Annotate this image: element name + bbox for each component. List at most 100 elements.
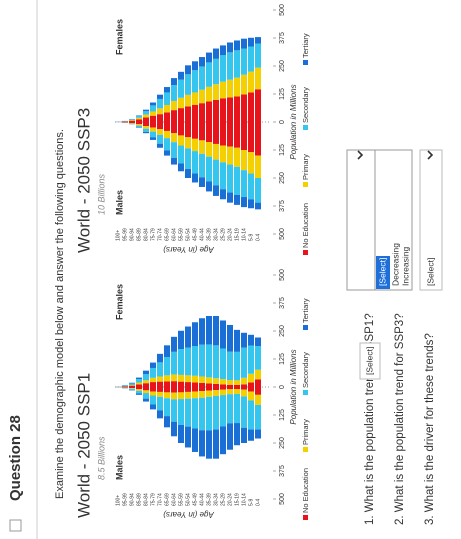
bar-segment [192,346,198,376]
bar-segment [143,114,149,118]
bar-segment [206,430,212,459]
bar-segment [185,169,191,178]
bar-segment [220,384,226,387]
bar-segment [248,92,254,122]
x-tick-label: 500 [279,493,286,505]
bar-segment [227,423,233,450]
bar-segment [164,87,170,93]
bar-segment [143,398,149,402]
bar-segment [220,121,226,146]
age-label: 15-19 [234,493,240,506]
question-title: Question 28 [7,415,24,501]
bar-segment [241,197,247,208]
bar-segment [248,173,254,200]
bar-segment [185,122,191,138]
bar-segment [206,315,212,345]
bar-segment [199,382,205,387]
bar-segment [213,99,219,122]
option[interactable]: [Select] [377,258,387,286]
bar-segment [178,424,184,443]
bar-segment [150,115,156,122]
age-label: 90-94 [129,493,135,506]
bar-segment [192,386,198,392]
bar-segment [192,382,198,387]
x-tick-label: 125 [279,88,286,100]
select-2[interactable] [346,149,376,291]
bar-segment [178,381,184,387]
bar-segment [255,122,261,156]
age-label: 60-64 [171,228,177,241]
bar-segment [185,94,191,107]
bar-segment [150,131,156,138]
bar-segment [206,383,212,387]
bar-segment [136,126,142,128]
chart-subtitle: 10 Billions [96,173,106,215]
bar-segment [136,117,142,120]
left-label: Males [114,190,124,215]
bar-segment [171,351,177,375]
bar-segment [255,155,261,178]
bar-segment [150,127,156,132]
bar-segment [206,52,212,63]
bar-segment [136,119,142,122]
bar-segment [136,377,142,380]
chart-subtitle: 8.5 Billions [96,436,106,480]
select-1[interactable] [359,342,381,380]
bar-segment [129,121,135,124]
bar-segment [129,388,135,389]
bar-segment [129,383,135,385]
age-label: 80-84 [143,228,149,241]
legend-swatch [303,447,308,452]
bar-segment [192,92,198,105]
bar-segment [206,390,212,397]
right-label: Females [114,284,124,320]
bar-segment [213,378,219,384]
bar-segment [227,146,233,165]
select-3[interactable] [419,149,443,291]
select-1-value: [Select] [364,347,374,375]
bar-segment [248,37,254,47]
age-label: 5-9 [248,499,254,506]
option[interactable]: Decreasing [390,243,400,286]
x-tick-label: 0 [279,120,286,124]
bar-segment [199,153,205,178]
bar-segment [143,387,149,391]
bar-segment [227,122,233,147]
bar-segment [143,374,149,381]
bar-segment [171,110,177,122]
bar-segment [199,66,205,90]
bar-segment [234,393,240,424]
bar-segment [171,157,177,165]
bar-segment [185,65,191,75]
bar-segment [241,396,247,428]
bar-segment [143,121,149,127]
bar-segment [178,374,184,382]
x-tick-label: 250 [279,60,286,72]
bar-segment [143,383,149,387]
bar-segment [192,138,198,152]
bar-segment [157,94,163,99]
bar-segment [143,393,149,399]
bar-segment [227,97,233,122]
bar-segment [241,427,247,443]
bar-segment [150,121,156,128]
bar-segment [143,117,149,122]
bar-segment [234,166,240,195]
bar-segment [129,384,135,386]
bar-segment [171,386,177,393]
bar-segment [227,384,233,387]
bar-segment [185,137,191,149]
bar-segment [199,89,205,104]
bar-segment [206,101,212,122]
bar-segment [150,367,156,378]
bar-segment [171,336,177,352]
bar-segment [136,115,142,117]
bar-segment [171,381,177,387]
option[interactable]: Increasing [400,247,410,286]
bar-segment [220,426,226,455]
bar-segment [157,386,163,392]
bar-segment [178,330,184,350]
age-label: 45-49 [192,493,198,506]
bar-segment [248,71,254,93]
bar-segment [227,79,233,98]
